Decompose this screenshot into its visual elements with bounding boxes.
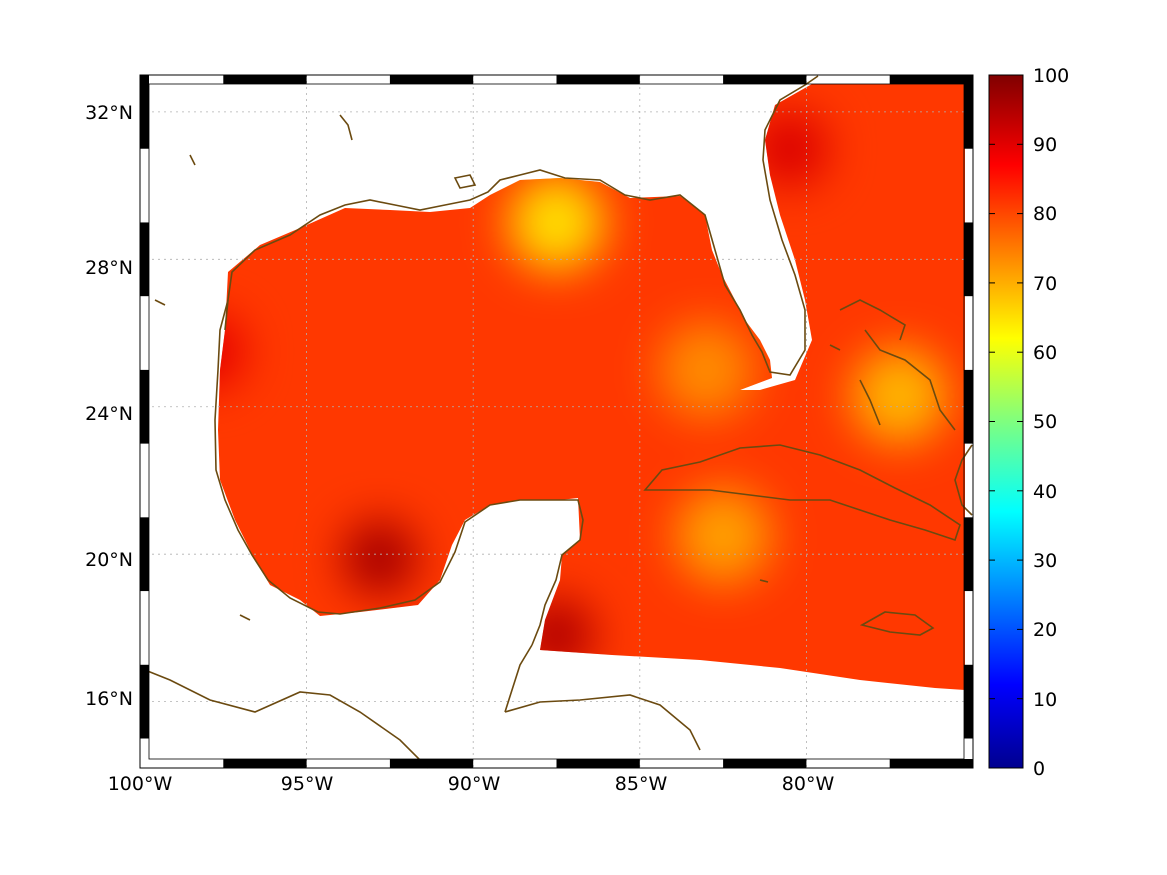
lat-axis-labels: 32°N 28°N 24°N 20°N 16°N	[85, 102, 133, 710]
colorbar-label: 30	[1033, 550, 1057, 572]
lon-label: 85°W	[615, 773, 668, 795]
map-frame	[139, 74, 974, 769]
frame-segment	[723, 75, 807, 84]
colorbar-label: 10	[1033, 689, 1057, 711]
frame-segment	[140, 75, 149, 149]
colorbar-ticks	[989, 74, 1023, 769]
coastline-mexico-us	[224, 75, 819, 376]
lon-label: 80°W	[782, 773, 835, 795]
lat-label: 16°N	[85, 688, 133, 710]
heat-anomaly	[751, 110, 828, 187]
colorbar: 100 90 80 70 60 50 40 30 20 10 0	[988, 65, 1069, 780]
frame-segment	[556, 75, 640, 84]
frame-segment	[223, 759, 307, 768]
lat-label: 24°N	[85, 403, 133, 425]
colorbar-label: 100	[1033, 65, 1069, 87]
colorbar-label: 90	[1033, 134, 1057, 156]
coastline-mexico-west	[214, 299, 584, 646]
colorbar-label: 50	[1033, 411, 1057, 433]
lon-label: 100°W	[108, 773, 173, 795]
coastline-cuba	[643, 444, 961, 542]
coastline-jamaica	[859, 611, 935, 636]
heat-anomaly	[658, 321, 755, 418]
frame-segment	[964, 664, 973, 739]
frame-inner	[148, 83, 965, 760]
coastline-hispaniola	[954, 444, 973, 516]
frame-segment	[889, 759, 973, 768]
heat-anomaly	[341, 519, 418, 596]
coastlines	[139, 75, 973, 769]
frame-segment	[556, 759, 640, 768]
frame-segment	[140, 222, 149, 297]
frame-segment	[389, 75, 474, 84]
frame-segment	[964, 369, 973, 444]
frame-segment	[140, 517, 149, 592]
frame-segment	[964, 517, 973, 592]
frame-segment	[140, 664, 149, 739]
heat-anomaly	[675, 487, 772, 584]
frame-segment	[389, 759, 474, 768]
coastline-central-america	[139, 644, 701, 769]
lat-label: 32°N	[85, 102, 133, 124]
lon-axis-labels: 100°W 95°W 90°W 85°W 80°W	[108, 773, 835, 795]
coastline-bahamas	[829, 299, 956, 431]
colorbar-label: 20	[1033, 619, 1057, 641]
frame-segment	[889, 75, 973, 84]
colorbar-label: 40	[1033, 481, 1057, 503]
frame-segment	[223, 75, 307, 84]
lat-label: 28°N	[85, 257, 133, 279]
lon-label: 95°W	[281, 773, 334, 795]
heat-anomaly	[218, 313, 245, 390]
frame-segment	[964, 75, 973, 149]
coastline-islands	[154, 114, 769, 621]
heat-anomaly	[508, 174, 605, 271]
colorbar-label: 70	[1033, 273, 1057, 295]
colorbar-label: 80	[1033, 203, 1057, 225]
colorbar-labels: 100 90 80 70 60 50 40 30 20 10 0	[1033, 65, 1069, 780]
colorbar-label: 60	[1033, 342, 1057, 364]
frame-segment	[964, 222, 973, 297]
lat-label: 20°N	[85, 549, 133, 571]
colorbar-label: 0	[1033, 758, 1045, 780]
frame-segment	[140, 369, 149, 444]
heat-anomaly	[851, 347, 948, 444]
frame-segment	[723, 759, 807, 768]
lon-label: 90°W	[448, 773, 501, 795]
